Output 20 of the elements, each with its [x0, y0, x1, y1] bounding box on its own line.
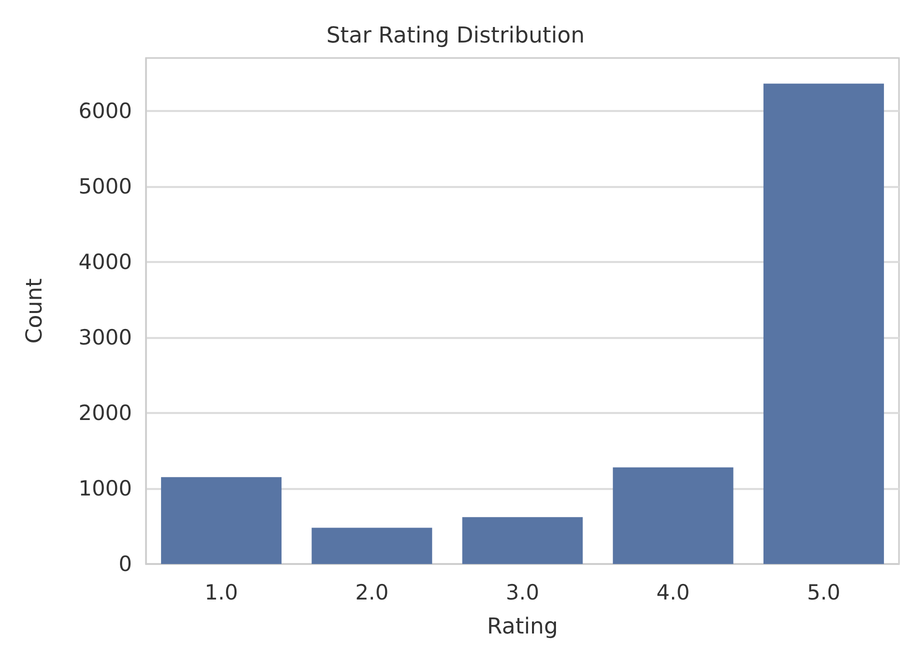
y-tick-label: 1000 — [78, 476, 132, 500]
bar — [763, 84, 884, 564]
y-tick-label: 6000 — [78, 98, 132, 123]
x-axis-title: Rating — [487, 614, 558, 640]
bar — [161, 477, 282, 564]
y-tick-label: 4000 — [78, 250, 132, 274]
y-tick-label: 3000 — [78, 325, 132, 350]
y-tick-label: 5000 — [78, 174, 132, 198]
chart-title: Star Rating Distribution — [326, 24, 585, 48]
y-tick-label: 2000 — [78, 400, 132, 425]
x-tick-label: 3.0 — [506, 580, 540, 604]
bar — [312, 528, 432, 564]
bar — [462, 517, 583, 564]
x-tick-label: 5.0 — [806, 580, 840, 604]
x-tick-label: 1.0 — [204, 580, 238, 604]
bar — [612, 467, 734, 564]
y-axis-title: Count — [22, 278, 48, 344]
y-tick-label: 0 — [118, 552, 132, 576]
x-tick-label: 4.0 — [656, 580, 690, 604]
x-tick-label: 2.0 — [355, 580, 389, 604]
